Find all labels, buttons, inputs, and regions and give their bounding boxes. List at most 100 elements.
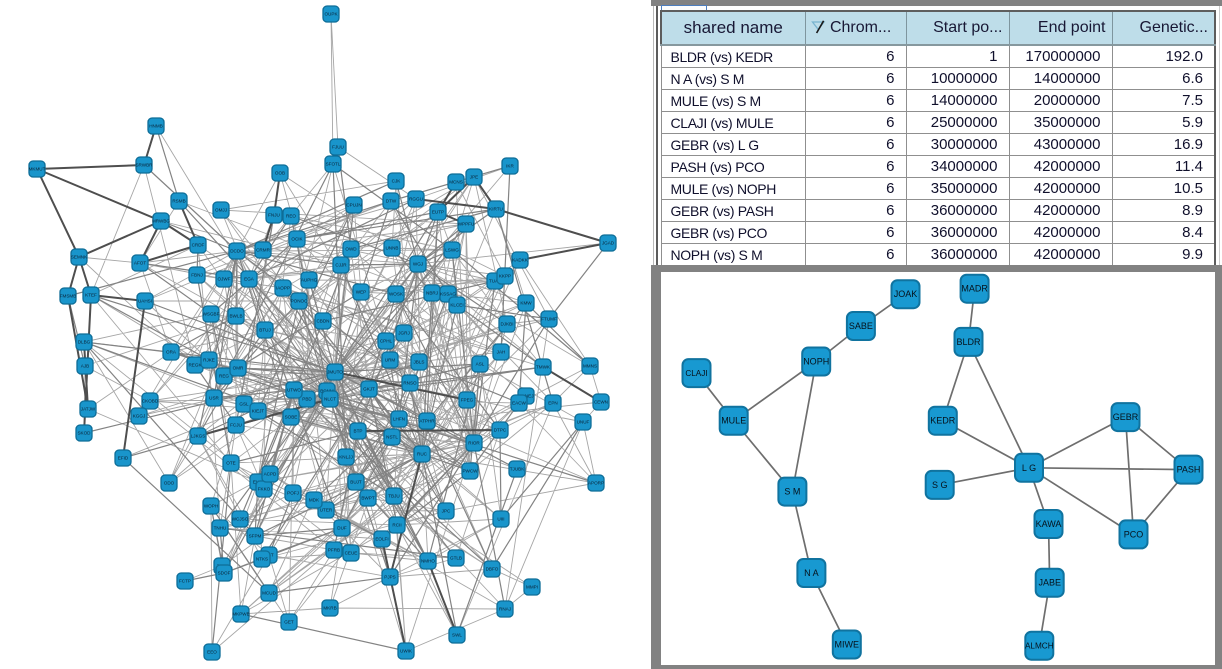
svg-text:OMJJ: OMJJ — [215, 208, 227, 213]
svg-text:KTEF: KTEF — [85, 293, 97, 298]
svg-text:BUJT: BUJT — [350, 480, 362, 485]
svg-text:UTER: UTER — [320, 508, 333, 513]
svg-text:SEMNK: SEMNK — [71, 255, 88, 260]
svg-text:SFOTL: SFOTL — [326, 162, 341, 167]
svg-text:IAOPP: IAOPP — [276, 286, 290, 291]
svg-text:CEUE: CEUE — [345, 551, 358, 556]
svg-text:CLAJI: CLAJI — [685, 369, 707, 378]
svg-text:JAH: JAH — [497, 350, 506, 355]
svg-text:JGRJ: JGRJ — [398, 331, 409, 336]
svg-text:PJPS: PJPS — [384, 575, 396, 580]
svg-text:FNJU: FNJU — [268, 213, 280, 218]
svg-text:WGJ: WGJ — [413, 262, 423, 267]
svg-text:JGAD: JGAD — [602, 241, 615, 246]
svg-text:FCTP: FCTP — [179, 579, 191, 584]
svg-text:KEDR: KEDR — [930, 416, 956, 426]
svg-text:UAHSI: UAHSI — [138, 299, 152, 304]
svg-text:SFPM: SFPM — [249, 534, 262, 539]
svg-text:MIWE: MIWE — [835, 640, 860, 650]
svg-text:RNSO: RNSO — [403, 381, 417, 386]
svg-text:NBRJ: NBRJ — [426, 291, 438, 296]
svg-text:FBNJ: FBNJ — [191, 273, 202, 278]
svg-text:ALMCH: ALMCH — [1025, 642, 1054, 651]
svg-text:DUF: DUF — [337, 526, 347, 531]
svg-text:WOPH: WOPH — [204, 504, 218, 509]
svg-text:PBD: PBD — [302, 397, 312, 402]
svg-text:DTW: DTW — [386, 199, 397, 204]
svg-text:WCJSO: WCJSO — [232, 517, 249, 522]
svg-text:CJK: CJK — [392, 179, 402, 184]
svg-text:TMWK: TMWK — [536, 365, 551, 370]
svg-text:MMNS: MMNS — [583, 364, 597, 369]
svg-text:RSMB: RSMB — [172, 199, 185, 204]
svg-text:AUPHG: AUPHG — [301, 278, 318, 283]
svg-text:KAWA: KAWA — [1036, 519, 1062, 529]
svg-text:GSL: GSL — [239, 402, 249, 407]
svg-text:WSGBF: WSGBF — [203, 312, 220, 317]
svg-text:SDOF: SDOF — [218, 571, 231, 576]
svg-text:BTP: BTP — [354, 429, 363, 434]
svg-text:CEWN: CEWN — [594, 400, 608, 405]
svg-text:PWCW: PWCW — [462, 469, 478, 474]
svg-text:URM: URM — [385, 358, 396, 363]
svg-text:RCII: RCII — [392, 523, 401, 528]
svg-text:CJJR: CJJR — [335, 263, 347, 268]
svg-text:BTUJ: BTUJ — [259, 328, 270, 333]
svg-text:PASH: PASH — [1177, 465, 1201, 475]
svg-text:OWD: OWD — [345, 247, 357, 252]
svg-text:GKJT: GKJT — [363, 387, 375, 392]
svg-text:NOPH: NOPH — [803, 357, 829, 367]
svg-text:CKOBD: CKOBD — [142, 399, 159, 404]
svg-text:BLDR: BLDR — [956, 337, 981, 347]
svg-text:KKPP: KKPP — [499, 274, 511, 279]
svg-text:FKKO: FKKO — [258, 487, 271, 492]
svg-text:DCDO: DCDO — [230, 249, 244, 254]
svg-text:EOLFI: EOLFI — [375, 537, 388, 542]
svg-text:KNLJJ: KNLJJ — [339, 455, 353, 460]
svg-text:UNNB: UNNB — [385, 246, 398, 251]
svg-text:UIII: UIII — [497, 517, 504, 522]
svg-text:SRWBR: SRWBR — [135, 163, 153, 168]
svg-text:EPN: EPN — [548, 401, 557, 406]
svg-text:RUC: RUC — [417, 452, 428, 457]
svg-text:FMSMB: FMSMB — [60, 294, 77, 299]
svg-text:MADR: MADR — [961, 284, 988, 294]
svg-text:CPUJN: CPUJN — [346, 203, 361, 208]
svg-text:HNMB: HNMB — [149, 124, 163, 129]
svg-text:EGA: EGA — [244, 277, 255, 282]
svg-text:CRMR: CRMR — [256, 248, 270, 253]
svg-text:S M: S M — [784, 487, 800, 497]
svg-text:CPHL: CPHL — [380, 339, 393, 344]
svg-text:LJKGS: LJKGS — [191, 434, 206, 439]
svg-text:SOBE: SOBE — [285, 415, 298, 420]
svg-text:GEBR: GEBR — [1113, 412, 1139, 422]
svg-text:DLBG: DLBG — [78, 340, 91, 345]
svg-text:ATPHR: ATPHR — [419, 419, 435, 424]
svg-text:REG: REG — [219, 374, 229, 379]
svg-text:EEO: EEO — [207, 650, 217, 655]
svg-text:PCO: PCO — [1124, 529, 1144, 539]
svg-text:NSTL: NSTL — [386, 435, 398, 440]
svg-text:KGGJ: KGGJ — [133, 414, 146, 419]
svg-text:CBDN: CBDN — [316, 319, 329, 324]
svg-text:MDK: MDK — [309, 498, 320, 503]
svg-text:DBFO: DBFO — [486, 567, 499, 572]
svg-text:RGGU: RGGU — [409, 197, 423, 202]
svg-text:USR: USR — [209, 396, 219, 401]
svg-text:JABE: JABE — [1038, 578, 1061, 588]
svg-text:MCNS: MCNS — [449, 180, 463, 185]
svg-text:TNHU: TNHU — [214, 526, 227, 531]
svg-text:ODO: ODO — [164, 481, 175, 486]
svg-text:RNAJ: RNAJ — [499, 607, 511, 612]
svg-text:OTE: OTE — [226, 461, 235, 466]
svg-text:UWIK: UWIK — [400, 649, 413, 654]
svg-text:S G: S G — [932, 480, 948, 490]
svg-text:CRDF: CRDF — [192, 243, 205, 248]
svg-text:BWPT: BWPT — [361, 496, 374, 501]
svg-text:KIEJT: KIEJT — [252, 409, 265, 414]
svg-text:POFJ: POFJ — [287, 491, 299, 496]
svg-text:DJKBI: DJKBI — [500, 322, 513, 327]
svg-text:KADKK: KADKK — [512, 258, 529, 263]
svg-text:DTPC: DTPC — [494, 428, 507, 433]
svg-text:KLCEI: KLCEI — [450, 303, 463, 308]
